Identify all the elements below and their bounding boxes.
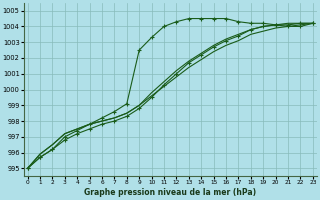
- X-axis label: Graphe pression niveau de la mer (hPa): Graphe pression niveau de la mer (hPa): [84, 188, 256, 197]
